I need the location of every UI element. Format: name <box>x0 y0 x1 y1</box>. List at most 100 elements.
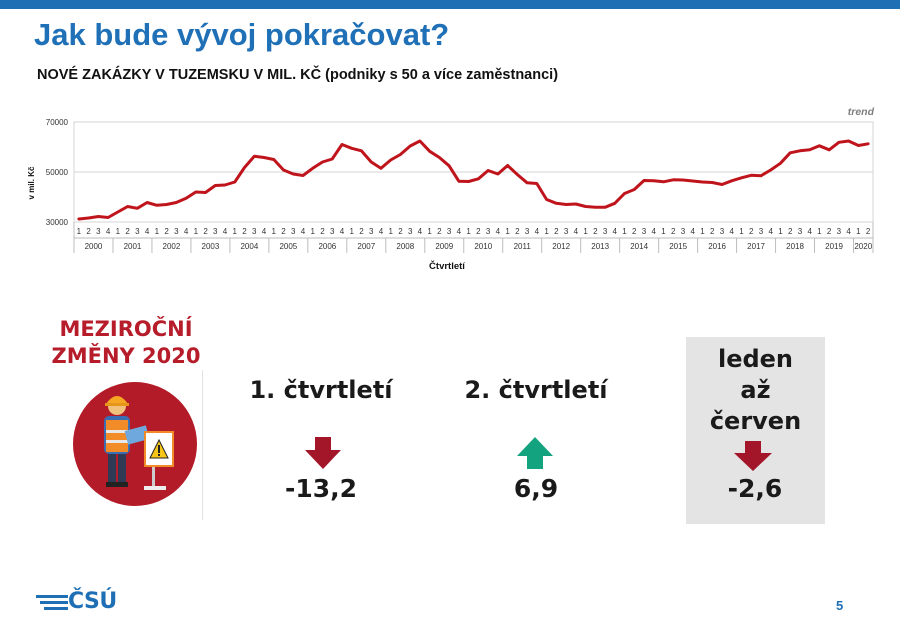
x-tick-label: 2 <box>281 227 286 236</box>
year-label: 2013 <box>591 242 609 251</box>
x-tick-label: 3 <box>564 227 569 236</box>
grid-lines <box>74 121 873 223</box>
x-tick-label: 2 <box>164 227 169 236</box>
x-tick-label: 1 <box>349 227 354 236</box>
x-tick-label: 3 <box>759 227 764 236</box>
year-label: 2007 <box>357 242 375 251</box>
year-label: 2008 <box>396 242 414 251</box>
x-tick-label: 3 <box>681 227 686 236</box>
csu-logo-icon <box>36 595 68 610</box>
x-tick-label: 4 <box>574 227 579 236</box>
x-tick-label: 4 <box>691 227 696 236</box>
x-tick-label: 2 <box>593 227 598 236</box>
x-tick-label: 1 <box>544 227 549 236</box>
year-label: 2006 <box>318 242 336 251</box>
x-tick-label: 1 <box>233 227 238 236</box>
trend-annotation: trend <box>848 106 875 118</box>
x-tick-label: 1 <box>388 227 393 236</box>
year-label: 2012 <box>552 242 570 251</box>
x-tick-label: 1 <box>466 227 471 236</box>
x-tick-label: 1 <box>427 227 432 236</box>
year-label: 2020 <box>854 242 872 251</box>
x-tick-label: 3 <box>369 227 374 236</box>
x-tick-label: 1 <box>505 227 510 236</box>
x-tick-label: 3 <box>798 227 803 236</box>
page-number: 5 <box>836 598 844 613</box>
x-tick-label: 4 <box>379 227 384 236</box>
year-label: 2019 <box>825 242 843 251</box>
h1-label-line2: až <box>740 376 771 404</box>
illustration-circle <box>73 382 197 506</box>
x-tick-label: 2 <box>242 227 247 236</box>
x-tick-label: 1 <box>661 227 666 236</box>
q1-value: -13,2 <box>284 474 358 503</box>
x-tick-label: 2 <box>476 227 481 236</box>
x-tick-label: 3 <box>720 227 725 236</box>
x-tick-label: 4 <box>184 227 189 236</box>
year-label: 2018 <box>786 242 804 251</box>
x-tick-label: 3 <box>642 227 647 236</box>
x-tick-label: 2 <box>749 227 754 236</box>
series-layer <box>77 139 870 221</box>
x-tick-label: 3 <box>603 227 608 236</box>
year-label: 2005 <box>279 242 297 251</box>
x-tick-label: 3 <box>408 227 413 236</box>
arrow-up-icon <box>517 437 553 469</box>
year-label: 2016 <box>708 242 726 251</box>
x-tick-label: 4 <box>457 227 462 236</box>
worker-figure <box>104 396 150 487</box>
arrow-down-icon <box>305 437 341 469</box>
year-label: 2009 <box>435 242 453 251</box>
x-tick-label: 2 <box>203 227 208 236</box>
x-tick-label: 4 <box>340 227 345 236</box>
x-tick-label: 3 <box>330 227 335 236</box>
csu-logo-text: ČSÚ <box>68 589 117 614</box>
yoy-heading-line2: ZMĚNY 2020 <box>51 344 201 368</box>
h1-label-line1: leden <box>717 345 794 373</box>
arrow-down-icon <box>734 441 772 471</box>
x-axis-label: Čtvrtletí <box>429 260 465 272</box>
x-tick-label: 3 <box>252 227 257 236</box>
x-tick-label: 3 <box>837 227 842 236</box>
y-tick-labels: 30000 50000 70000 <box>46 118 69 227</box>
series-line <box>77 139 870 221</box>
x-tick-label: 1 <box>817 227 822 236</box>
x-tick-label: 1 <box>856 227 861 236</box>
x-tick-label: 1 <box>583 227 588 236</box>
h1-label-line3: červen <box>709 407 802 435</box>
year-label: 2003 <box>202 242 220 251</box>
x-tick-label: 4 <box>535 227 540 236</box>
x-tick-label: 4 <box>418 227 423 236</box>
x-tick-label: 2 <box>827 227 832 236</box>
x-tick-label: 1 <box>155 227 160 236</box>
x-tick-label: 4 <box>729 227 734 236</box>
x-tick-label: 2 <box>866 227 871 236</box>
x-tick-label: 2 <box>437 227 442 236</box>
y-tick-label: 30000 <box>46 218 69 227</box>
x-tick-label: 2 <box>359 227 364 236</box>
year-label: 2015 <box>669 242 687 251</box>
x-tick-label: 2 <box>86 227 91 236</box>
yoy-heading-line1: MEZIROČNÍ <box>59 317 193 341</box>
x-tick-label: 1 <box>700 227 705 236</box>
x-tick-label: 4 <box>223 227 228 236</box>
x-tick-label: 2 <box>788 227 793 236</box>
x-tick-label: 2 <box>632 227 637 236</box>
chart-subtitle: NOVÉ ZAKÁZKY V TUZEMSKU V MIL. KČ (podni… <box>37 67 559 83</box>
q2-value: 6,9 <box>513 474 559 503</box>
x-tick-label: 1 <box>77 227 82 236</box>
x-tick-label: 2 <box>320 227 325 236</box>
top-accent-bar <box>0 0 900 9</box>
year-label: 2000 <box>85 242 103 251</box>
page-title: Jak bude vývoj pokračovat? <box>34 17 450 52</box>
h1-panel <box>686 337 825 524</box>
x-tick-label: 4 <box>106 227 111 236</box>
year-label: 2010 <box>474 242 492 251</box>
x-tick-label: 4 <box>807 227 812 236</box>
x-tick-label: 4 <box>652 227 657 236</box>
construction-worker-illustration <box>73 382 197 506</box>
x-tick-label: 2 <box>398 227 403 236</box>
y-tick-label: 70000 <box>46 118 69 127</box>
x-tick-label: 3 <box>96 227 101 236</box>
x-tick-label: 4 <box>301 227 306 236</box>
